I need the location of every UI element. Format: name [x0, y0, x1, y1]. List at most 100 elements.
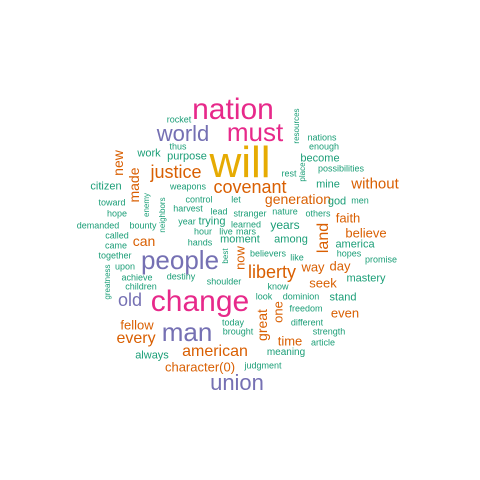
cloud-word-among: among: [274, 233, 308, 246]
cloud-word-article: article: [310, 337, 336, 348]
cloud-word-land: land: [315, 222, 332, 254]
cloud-word-nations: nations: [307, 132, 337, 143]
cloud-word-must: must: [226, 117, 284, 147]
cloud-word-can: can: [132, 233, 156, 249]
cloud-word-become: become: [300, 152, 340, 165]
cloud-word-strength: strength: [312, 326, 346, 337]
cloud-word-old: old: [117, 290, 143, 310]
cloud-word-trying: trying: [198, 215, 226, 228]
cloud-word-liberty: liberty: [247, 262, 297, 282]
cloud-word-justice: justice: [150, 162, 202, 182]
cloud-word-rocket: rocket: [166, 114, 192, 125]
cloud-word-others: others: [305, 208, 331, 219]
cloud-word-destiny: destiny: [166, 271, 196, 282]
cloud-word-change: change: [150, 285, 250, 318]
cloud-word-place: place: [298, 162, 307, 182]
cloud-word-faith: faith: [335, 210, 361, 226]
cloud-word-character-0-: character(0): [164, 359, 236, 375]
cloud-word-dominion: dominion: [282, 291, 320, 302]
cloud-word-called: called: [105, 230, 129, 241]
cloud-word-seek: seek: [309, 275, 337, 291]
cloud-word-years: years: [270, 218, 300, 232]
cloud-word-rest: rest: [281, 168, 297, 179]
cloud-word-always: always: [135, 349, 169, 362]
cloud-word-judgment: judgment: [244, 360, 282, 371]
cloud-word-neighbors: neighbors: [158, 197, 167, 233]
cloud-word-new: new: [110, 150, 126, 176]
cloud-word-resources: resources: [292, 108, 301, 144]
cloud-word-moment: moment: [220, 233, 260, 246]
cloud-word-stranger: stranger: [233, 208, 267, 219]
cloud-word-freedom: freedom: [289, 303, 323, 314]
cloud-word-lead: lead: [210, 206, 228, 217]
cloud-word-harvest: harvest: [173, 203, 203, 214]
cloud-word-god: god: [327, 195, 347, 208]
cloud-word-mine: mine: [316, 178, 340, 191]
cloud-word-made: made: [126, 167, 142, 203]
cloud-word-mastery: mastery: [346, 272, 386, 285]
cloud-word-mars: mars: [236, 226, 256, 237]
cloud-word-together: together: [98, 250, 132, 261]
cloud-word-hopes: hopes: [336, 248, 362, 259]
cloud-word-believe: believe: [345, 225, 387, 241]
cloud-word-today: today: [221, 317, 245, 328]
cloud-word-came: came: [104, 240, 128, 251]
cloud-word-control: control: [185, 194, 213, 205]
cloud-word-now: now: [232, 246, 248, 270]
cloud-word-american: american: [182, 343, 248, 360]
cloud-word-shoulder: shoulder: [206, 276, 242, 287]
cloud-word-thus: thus: [169, 141, 187, 152]
cloud-word-people: people: [140, 245, 220, 275]
cloud-word-achieve: achieve: [121, 272, 153, 283]
cloud-word-year: year: [178, 216, 196, 227]
cloud-word-stand: stand: [329, 291, 357, 304]
cloud-word-nature: nature: [272, 206, 298, 217]
cloud-word-will: will: [209, 138, 271, 187]
cloud-word-live: live: [219, 226, 233, 237]
cloud-word-time: time: [277, 333, 303, 349]
cloud-word-america: america: [335, 238, 375, 251]
cloud-word-meaning: meaning: [266, 347, 306, 358]
cloud-word-purpose: purpose: [167, 150, 207, 163]
cloud-word-best: best: [221, 248, 230, 264]
cloud-word-enemy: enemy: [142, 192, 151, 218]
cloud-word-demanded: demanded: [76, 220, 120, 231]
cloud-word-toward: toward: [98, 197, 126, 208]
cloud-word-upon: upon: [114, 261, 136, 272]
cloud-word-world: world: [156, 121, 210, 146]
cloud-word-hour: hour: [193, 226, 213, 237]
cloud-word-weapons: weapons: [169, 181, 207, 192]
cloud-word-man: man: [161, 317, 213, 347]
cloud-word-men: men: [351, 195, 369, 206]
cloud-word-way: way: [301, 259, 325, 275]
cloud-word-like: like: [290, 252, 304, 263]
cloud-word-believers: believers: [249, 248, 287, 259]
cloud-word-hands: hands: [187, 237, 213, 248]
cloud-word-union: union: [210, 370, 264, 395]
cloud-word-possibilities: possibilities: [317, 163, 365, 174]
cloud-word-fellow: fellow: [120, 317, 154, 333]
cloud-word-work: work: [137, 147, 161, 160]
cloud-word-every: every: [116, 330, 156, 347]
cloud-word-let: let: [231, 194, 241, 205]
cloud-word-covenant: covenant: [213, 177, 287, 197]
cloud-word-even: even: [330, 305, 360, 321]
cloud-word-know: know: [267, 281, 289, 292]
cloud-word-look: look: [255, 291, 273, 302]
cloud-word-citizen: citizen: [90, 180, 122, 193]
cloud-word-day: day: [329, 258, 351, 274]
cloud-word-without: without: [351, 175, 399, 193]
cloud-word-children: children: [125, 281, 157, 292]
cloud-word-learned: learned: [230, 219, 262, 230]
cloud-word-nation: nation: [192, 93, 274, 126]
cloud-word-great: great: [254, 309, 270, 341]
cloud-word-one: one: [270, 301, 286, 323]
cloud-word-enough: enough: [308, 141, 340, 152]
cloud-word-greatness: greatness: [103, 264, 112, 300]
cloud-word-promise: promise: [364, 254, 398, 265]
cloud-word-bounty: bounty: [129, 220, 157, 231]
cloud-word-different: different: [290, 317, 324, 328]
cloud-word-brought: brought: [222, 326, 254, 337]
cloud-word-generation: generation: [264, 191, 332, 207]
